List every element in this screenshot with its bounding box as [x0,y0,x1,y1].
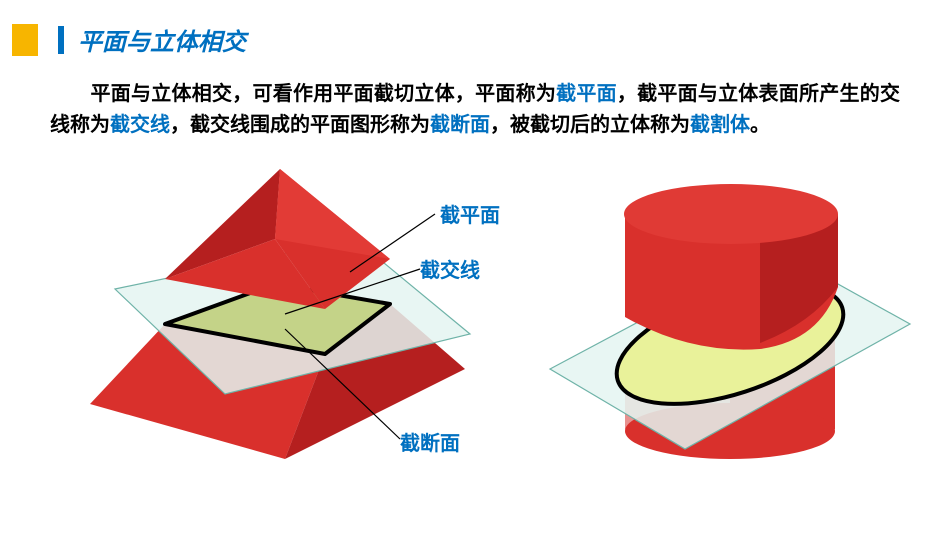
pyramid-diagram [70,159,500,469]
description-paragraph: 平面与立体相交，可看作用平面截切立体，平面称为截平面，截平面与立体表面所产生的交… [0,57,950,141]
label-cut-line: 截交线 [420,254,480,283]
page-title: 平面与立体相交 [78,22,246,57]
accent-block [12,24,38,56]
label-cut-section: 截断面 [400,427,460,456]
label-cut-plane: 截平面 [440,199,500,228]
cylinder-diagram [540,159,920,479]
title-bar [58,26,64,54]
